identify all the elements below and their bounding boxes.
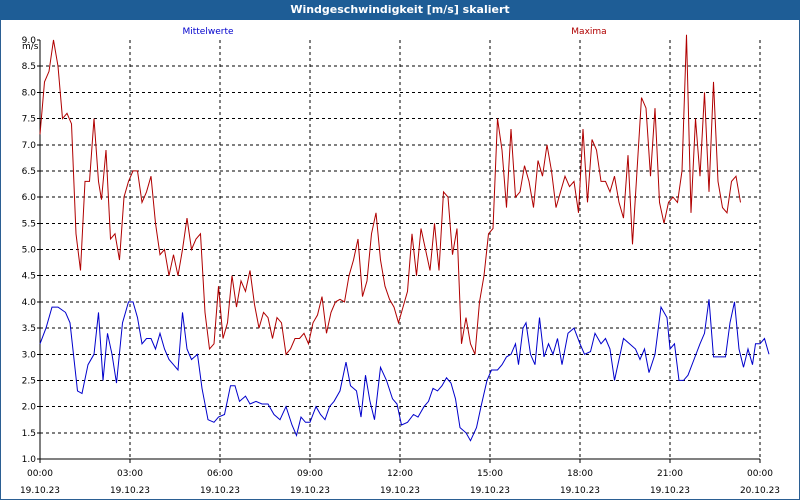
y-tick-label: 4.0: [22, 298, 37, 308]
y-axis-unit-label: m/s: [22, 42, 39, 52]
x-tick-time-label: 00:00: [27, 469, 53, 479]
y-tick-label: 8.0: [22, 88, 37, 98]
x-tick-date-label: 19.10.23: [20, 486, 60, 496]
x-tick-time-label: 15:00: [477, 469, 503, 479]
x-tick-date-label: 19.10.23: [200, 486, 240, 496]
y-tick-label: 3.0: [22, 350, 37, 360]
x-tick-date-label: 19.10.23: [380, 486, 420, 496]
x-tick-time-label: 00:00: [747, 469, 773, 479]
y-tick-label: 9.0: [22, 36, 37, 46]
y-tick-label: 6.5: [22, 167, 36, 177]
y-tick-label: 8.5: [22, 62, 36, 72]
y-tick-label: 2.5: [22, 376, 36, 386]
series-line-maxima: [39, 34, 741, 356]
x-tick-time-label: 06:00: [207, 469, 233, 479]
chart-title-bar: Windgeschwindigkeit [m/s] skaliert: [0, 0, 800, 20]
x-tick-date-label: 19.10.23: [110, 486, 150, 496]
y-tick-label: 5.0: [22, 246, 37, 256]
series-line-mittelwerte: [39, 299, 770, 442]
x-tick-time-label: 03:00: [117, 469, 143, 479]
y-tick-label: 4.5: [22, 272, 36, 282]
x-tick-time-label: 12:00: [387, 469, 413, 479]
x-tick-date-label: 20.10.23: [740, 486, 780, 496]
x-tick-time-label: 18:00: [567, 469, 593, 479]
x-tick-date-label: 19.10.23: [470, 486, 510, 496]
legend-mittelwerte: Mittelwerte: [182, 27, 233, 37]
y-tick-label: 6.0: [22, 193, 37, 203]
grid-layer: [40, 40, 760, 459]
x-tick-time-label: 09:00: [297, 469, 323, 479]
y-tick-label: 2.0: [22, 403, 37, 413]
x-tick-date-label: 19.10.23: [560, 486, 600, 496]
y-tick-label: 1.5: [22, 429, 36, 439]
series-layer: [39, 34, 770, 442]
x-tick-date-label: 19.10.23: [290, 486, 330, 496]
tick-labels: 1.0 1.5 2.0 2.5 3.0 3.5 4.0 4.5 5.0 5.5 6.0 6.5 7.0 7…: [20, 36, 780, 496]
x-tick-date-label: 19.10.23: [650, 486, 690, 496]
y-tick-label: 5.5: [22, 219, 36, 229]
y-tick-label: 7.5: [22, 115, 36, 125]
x-tick-time-label: 21:00: [657, 469, 683, 479]
y-tick-label: 7.0: [22, 141, 37, 151]
axes: [37, 39, 761, 463]
y-tick-label: 3.5: [22, 324, 36, 334]
legend-maxima: Maxima: [571, 27, 606, 37]
y-tick-label: 1.0: [22, 455, 37, 465]
